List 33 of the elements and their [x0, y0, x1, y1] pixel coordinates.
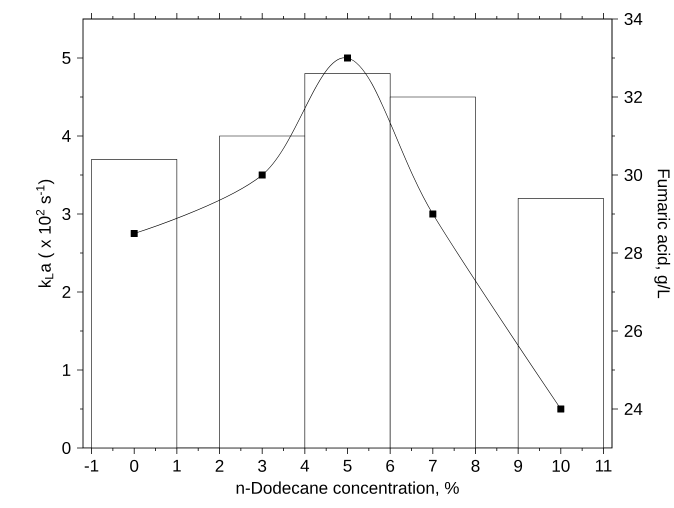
x-tick-label: 8 — [471, 460, 480, 472]
point — [344, 54, 352, 62]
x-tick-label: 2 — [216, 460, 224, 472]
point — [557, 405, 564, 412]
y2-axis-title: Fumaric acid, g/L — [654, 170, 670, 298]
x-tick-label: 5 — [343, 460, 352, 472]
y-tick-label: 3 — [62, 208, 70, 220]
x-tick-label: 7 — [428, 460, 437, 472]
point — [258, 171, 266, 178]
x-tick-label: 9 — [514, 460, 522, 472]
y2-tick-label: 24 — [624, 403, 642, 415]
x-tick-label: 10 — [552, 460, 570, 472]
y-tick-label: 5 — [62, 52, 70, 64]
x-tick-label: 1 — [173, 460, 181, 472]
x-tick-label: 6 — [386, 460, 394, 472]
point — [130, 230, 138, 237]
y-tick-label: 0 — [62, 442, 70, 454]
x-tick-label: 4 — [300, 460, 310, 472]
y2-tick-label: 30 — [624, 168, 642, 182]
x-tick-label: 3 — [258, 460, 266, 472]
y2-tick-label: 32 — [624, 90, 642, 104]
point — [429, 210, 436, 218]
y-tick-label: 2 — [62, 286, 70, 298]
x-tick-label: 11 — [596, 460, 612, 472]
x-axis-title: n-Dodecane concentration, % — [236, 481, 459, 496]
x-tick-label: 0 — [130, 460, 138, 472]
y-tick-label: 1 — [62, 364, 70, 376]
y2-tick-label: 34 — [624, 12, 642, 26]
y2-tick-label: 28 — [624, 246, 642, 260]
y-tick-label: 4 — [62, 130, 71, 142]
y-axis-title: k$_{L}$a ( x 10$^{2}$ s$^{-1}$) — [36, 180, 54, 288]
x-tick-label: -1 — [84, 460, 98, 472]
y2-tick-label: 26 — [624, 324, 642, 338]
